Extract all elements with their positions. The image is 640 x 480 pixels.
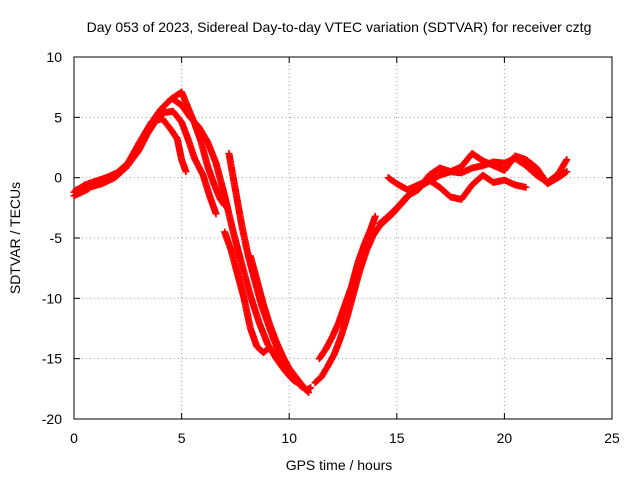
x-axis-label: GPS time / hours bbox=[286, 457, 393, 473]
data-point bbox=[563, 156, 571, 164]
y-tick-label: 5 bbox=[54, 109, 62, 125]
series-3 bbox=[72, 115, 190, 194]
series-12 bbox=[404, 150, 571, 200]
data-point bbox=[304, 387, 312, 395]
data-points bbox=[70, 88, 571, 396]
y-tick-label: -15 bbox=[42, 351, 62, 367]
x-tick-label: 5 bbox=[178, 430, 186, 446]
data-point bbox=[307, 384, 315, 392]
data-point bbox=[264, 345, 272, 353]
series-6 bbox=[221, 228, 272, 357]
series-9 bbox=[315, 212, 379, 363]
chart-title: Day 053 of 2023, Sidereal Day-to-day VTE… bbox=[87, 19, 592, 35]
y-tick-label: -5 bbox=[50, 230, 63, 246]
series-8 bbox=[311, 180, 429, 387]
data-point bbox=[263, 346, 271, 354]
y-tick-label: 10 bbox=[46, 49, 62, 65]
x-tick-label: 15 bbox=[389, 430, 405, 446]
data-point bbox=[371, 212, 379, 220]
series-7 bbox=[246, 252, 313, 396]
y-tick-label: -10 bbox=[42, 290, 62, 306]
x-tick-label: 0 bbox=[70, 430, 78, 446]
y-axis-label: SDTVAR / TECUs bbox=[7, 182, 23, 294]
x-tick-label: 10 bbox=[281, 430, 297, 446]
y-tick-label: -20 bbox=[42, 411, 62, 427]
series-1 bbox=[70, 88, 229, 209]
data-point bbox=[305, 388, 313, 396]
data-point bbox=[522, 183, 530, 191]
x-tick-label: 20 bbox=[497, 430, 513, 446]
grid bbox=[74, 57, 612, 419]
axis-ticks: 0 5 10 15 20 25 -20 -15 -10 -5 0 5 10 bbox=[42, 49, 620, 446]
y-tick-label: 0 bbox=[54, 170, 62, 186]
series-11 bbox=[384, 171, 530, 203]
data-point bbox=[562, 168, 570, 176]
data-point bbox=[563, 168, 571, 176]
x-tick-label: 25 bbox=[604, 430, 620, 446]
data-point bbox=[182, 168, 190, 176]
data-point bbox=[212, 210, 220, 218]
